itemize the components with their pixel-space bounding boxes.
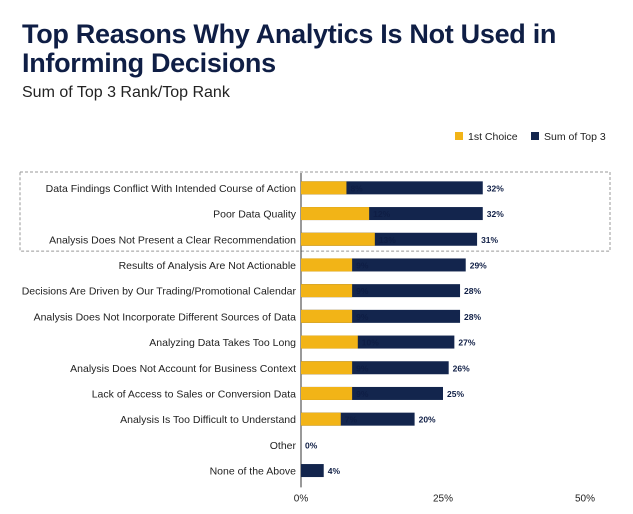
data-label-first-choice: 9%: [356, 286, 369, 296]
category-label: Decisions Are Driven by Our Trading/Prom…: [22, 286, 297, 298]
chart-title: Top Reasons Why Analytics Is Not Used in…: [22, 19, 557, 78]
category-label: Other: [270, 440, 297, 452]
category-label: Analyzing Data Takes Too Long: [149, 337, 296, 349]
x-tick-label: 50%: [575, 493, 595, 504]
bar-first-choice: [301, 284, 353, 298]
bar-first-choice: [301, 412, 341, 426]
bar-first-choice: [301, 258, 353, 272]
category-label: Results of Analysis Are Not Actionable: [119, 260, 297, 272]
bar-sum-top3: [301, 464, 324, 478]
data-label-first-choice: 7%: [345, 415, 358, 425]
bar-first-choice: [301, 309, 353, 323]
category-label: Analysis Does Not Account for Business C…: [70, 363, 296, 375]
data-label-sum-top3: 32%: [487, 183, 504, 193]
category-label: Analysis Does Not Incorporate Different …: [34, 311, 297, 323]
data-label-first-choice: 9%: [356, 363, 369, 373]
chart-subtitle: Sum of Top 3 Rank/Top Rank: [22, 84, 230, 101]
data-label-first-choice: 10%: [362, 338, 379, 348]
category-label: Analysis Is Too Difficult to Understand: [120, 414, 296, 426]
bar-first-choice: [301, 207, 370, 221]
category-label: Poor Data Quality: [213, 209, 297, 221]
data-label-first-choice: 9%: [356, 312, 369, 322]
category-label: None of the Above: [210, 466, 297, 478]
data-label-first-choice: 8%: [350, 183, 363, 193]
data-label-sum-top3: 32%: [487, 209, 504, 219]
data-label-sum-top3: 20%: [419, 415, 436, 425]
legend-label-sum-top3: Sum of Top 3: [544, 131, 606, 143]
bar-first-choice: [301, 232, 375, 246]
data-label-first-choice: 9%: [356, 389, 369, 399]
x-tick-label: 0%: [294, 493, 309, 504]
x-tick-label: 25%: [433, 493, 453, 504]
category-label: Analysis Does Not Present a Clear Recomm…: [49, 234, 296, 246]
bar-first-choice: [301, 386, 353, 400]
bar-first-choice: [301, 181, 347, 195]
data-label-sum-top3: 28%: [464, 286, 481, 296]
legend-swatch-first-choice: [455, 132, 463, 140]
category-label: Lack of Access to Sales or Conversion Da…: [92, 388, 296, 400]
data-label-first-choice: 12%: [373, 209, 390, 219]
highlight-box: [19, 171, 611, 252]
bar-first-choice: [301, 335, 358, 349]
data-label-sum-top3: 28%: [464, 312, 481, 322]
category-label: Data Findings Conflict With Intended Cou…: [46, 183, 297, 195]
data-label-sum-top3: 31%: [481, 235, 498, 245]
data-label-first-choice: 13%: [379, 235, 396, 245]
data-label-first-choice: 9%: [356, 260, 369, 270]
data-label-sum-top3: 26%: [453, 363, 470, 373]
bar-first-choice: [301, 361, 353, 375]
data-label-sum-top3: 25%: [447, 389, 464, 399]
data-label-sum-top3: 0%: [305, 440, 318, 450]
data-label-sum-top3: 4%: [328, 466, 341, 476]
data-label-sum-top3: 29%: [470, 260, 487, 270]
data-label-sum-top3: 27%: [458, 338, 475, 348]
legend-swatch-sum-top3: [531, 132, 539, 140]
legend-label-first-choice: 1st Choice: [468, 131, 518, 143]
